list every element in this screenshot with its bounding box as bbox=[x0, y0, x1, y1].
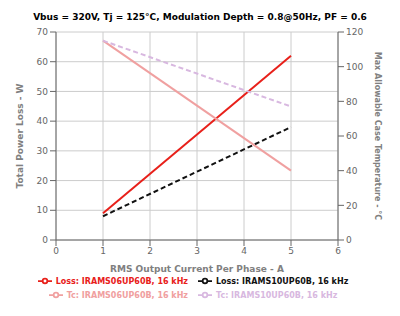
svg-text:5: 5 bbox=[288, 246, 294, 256]
svg-text:Max Allowable Case Temperature: Max Allowable Case Temperature - °C bbox=[373, 52, 382, 221]
svg-text:30: 30 bbox=[37, 146, 49, 156]
svg-text:0: 0 bbox=[346, 235, 352, 245]
svg-text:80: 80 bbox=[346, 97, 358, 107]
svg-text:2: 2 bbox=[147, 246, 153, 256]
svg-text:120: 120 bbox=[346, 27, 363, 37]
svg-text:60: 60 bbox=[346, 131, 358, 141]
svg-text:10: 10 bbox=[37, 205, 49, 215]
html-text:Tc: IRAMS06UP60B, 16 kHz: Tc: IRAMS06UP60B, 16 kHz bbox=[66, 290, 188, 300]
svg-text:6: 6 bbox=[335, 246, 341, 256]
html-text:Vbus = 320V, Tj = 125°C, Modul: Vbus = 320V, Tj = 125°C, Modulation Dept… bbox=[33, 12, 367, 22]
svg-text:20: 20 bbox=[37, 176, 49, 186]
html-text:Loss: IRAMS06UP60B, 16 kHz: Loss: IRAMS06UP60B, 16 kHz bbox=[55, 276, 188, 286]
svg-text:RMS Output Current Per Phase -: RMS Output Current Per Phase - A bbox=[110, 264, 284, 274]
svg-text:3: 3 bbox=[194, 246, 200, 256]
svg-text:1: 1 bbox=[100, 246, 106, 256]
svg-text:40: 40 bbox=[346, 166, 358, 176]
svg-text:40: 40 bbox=[37, 116, 49, 126]
svg-text:50: 50 bbox=[37, 87, 49, 97]
svg-text:70: 70 bbox=[37, 27, 49, 37]
svg-text:100: 100 bbox=[346, 62, 363, 72]
svg-text:60: 60 bbox=[37, 57, 49, 67]
svg-text:0: 0 bbox=[53, 246, 59, 256]
html-text:Loss: IRAMS10UP60B, 16 kHz: Loss: IRAMS10UP60B, 16 kHz bbox=[216, 276, 349, 286]
svg-text:0: 0 bbox=[42, 235, 48, 245]
svg-text:20: 20 bbox=[346, 201, 358, 211]
svg-text:4: 4 bbox=[241, 246, 247, 256]
svg-text:Total Power Loss - W: Total Power Loss - W bbox=[15, 83, 25, 188]
html-text:Tc: IRAMS10UP60B, 16 kHz: Tc: IRAMS10UP60B, 16 kHz bbox=[216, 290, 338, 300]
